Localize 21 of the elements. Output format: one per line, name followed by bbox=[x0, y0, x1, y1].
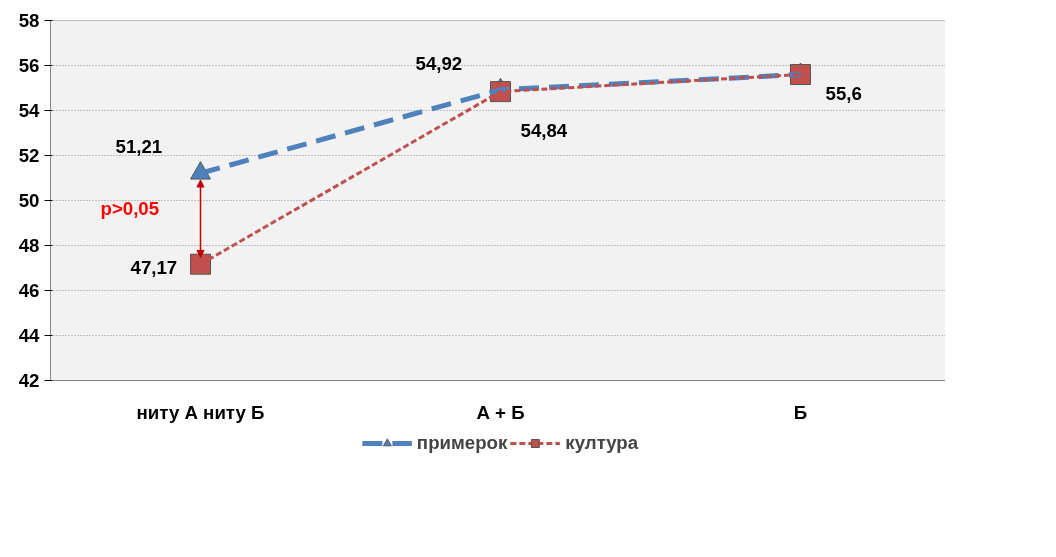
x-tick-label: А + Б bbox=[476, 401, 525, 423]
y-tick-label: 48 bbox=[18, 235, 40, 256]
x-tick-label: Б bbox=[793, 401, 808, 423]
data-label: 55,6 bbox=[825, 82, 862, 104]
y-tick-label: 44 bbox=[18, 325, 41, 346]
y-tick-label: 58 bbox=[18, 10, 40, 31]
legend-label: примерок bbox=[416, 432, 508, 454]
legend-label: култура bbox=[565, 432, 639, 454]
x-tick-label: ниту А ниту Б bbox=[136, 401, 265, 423]
y-tick-label: 46 bbox=[18, 280, 40, 301]
point bbox=[190, 253, 211, 275]
y-tick-label: 42 bbox=[18, 370, 40, 391]
y-tick-label: 50 bbox=[18, 190, 40, 211]
data-label: 47,17 bbox=[130, 257, 178, 279]
y-tick-label: 52 bbox=[18, 145, 40, 166]
data-label: 51,21 bbox=[115, 136, 163, 158]
y-tick-label: 56 bbox=[18, 55, 40, 76]
annotation: p>0,05 bbox=[100, 197, 160, 219]
y-tick-label: 54 bbox=[18, 100, 41, 121]
data-label: 54,84 bbox=[520, 119, 568, 141]
data-label: 54,92 bbox=[415, 52, 463, 74]
